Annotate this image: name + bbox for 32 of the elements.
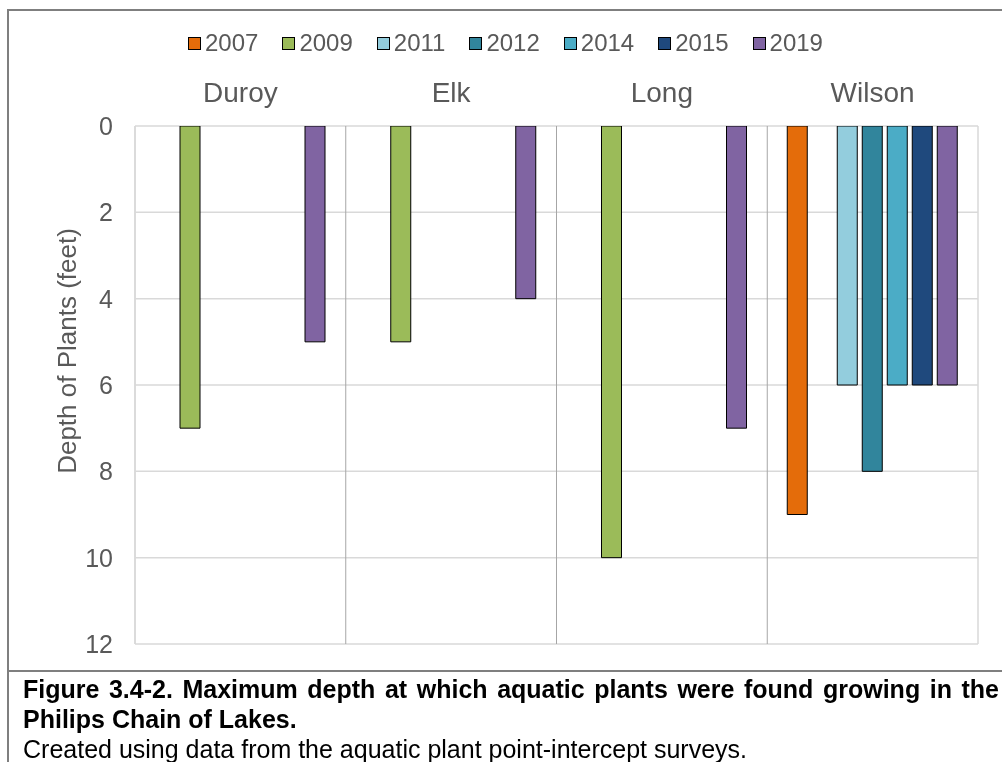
- legend-label: 2012: [486, 29, 540, 56]
- bar: [515, 126, 537, 300]
- y-axis-title: Depth of Plants (feet): [51, 228, 82, 474]
- bar: [861, 126, 883, 472]
- y-tick-label: 2: [99, 198, 113, 227]
- x-tick-label: Long: [630, 77, 694, 108]
- legend-label: 2007: [205, 29, 259, 56]
- legend-label: 2014: [580, 29, 635, 56]
- bar: [726, 126, 747, 429]
- y-tick-label: 10: [85, 543, 113, 572]
- y-tick-label: 12: [85, 629, 113, 658]
- legend-label: 2009: [299, 29, 353, 56]
- bar: [390, 126, 412, 343]
- x-tick-label: Duroy: [203, 77, 278, 108]
- x-tick-label: Wilson: [830, 77, 915, 108]
- bar: [911, 126, 933, 386]
- y-tick-label: 8: [99, 457, 113, 486]
- bar: [836, 126, 858, 386]
- y-tick-label: 6: [99, 370, 113, 399]
- legend-label: 2011: [393, 29, 446, 56]
- text: Figure 3.4-2. Maximum depth at which aquatic plants were found growing in the Philips Chain of Lakes.: [23, 675, 999, 733]
- bar: [601, 126, 622, 559]
- bar: [786, 126, 808, 515]
- y-tick-label: 4: [99, 284, 114, 313]
- x-tick-label: Elk: [431, 77, 472, 108]
- bar: [936, 126, 958, 386]
- bar: [886, 126, 908, 386]
- y-tick-label: 0: [99, 111, 113, 140]
- bar: [304, 126, 326, 343]
- legend-label: 2015: [675, 29, 729, 56]
- legend-label: 2019: [769, 29, 823, 56]
- bar: [179, 126, 201, 429]
